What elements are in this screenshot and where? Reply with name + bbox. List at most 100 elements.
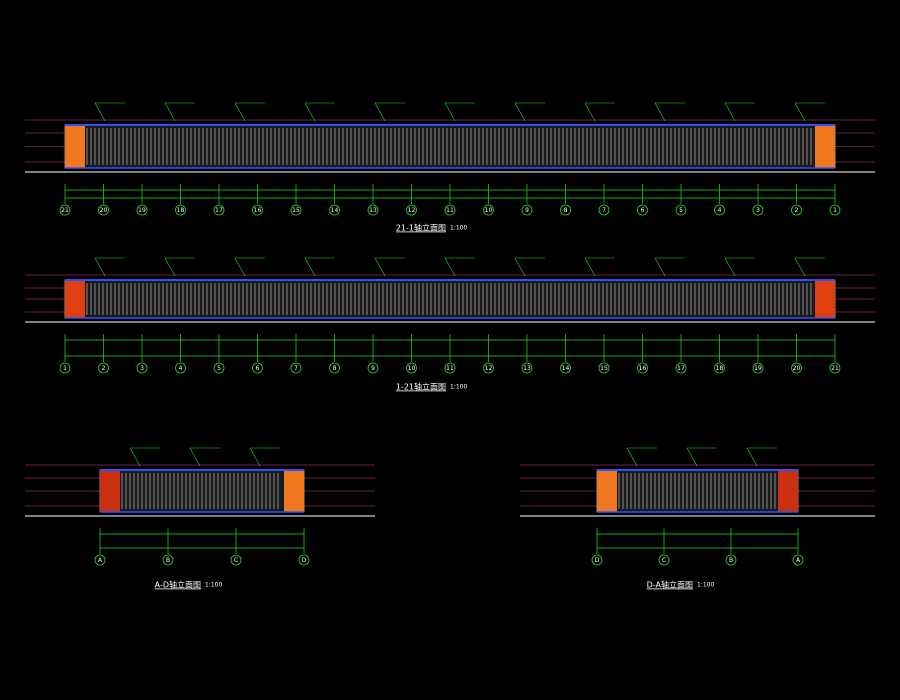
end-block [100, 470, 120, 512]
leader [626, 447, 638, 467]
axis-bubble [290, 204, 302, 216]
axis-label: 21 [831, 365, 839, 372]
axis-bubble [94, 554, 106, 566]
end-block [597, 470, 617, 512]
axis-label: 4 [179, 365, 183, 372]
axis-label: 14 [562, 365, 570, 372]
axis-label: 8 [333, 365, 337, 372]
leader [94, 257, 106, 277]
axis-bubble [252, 204, 263, 216]
axis-bubble [483, 362, 494, 374]
view-title: 1-21轴立面图 [396, 382, 446, 392]
axis-bubble [367, 204, 379, 216]
axis-label: 3 [140, 365, 144, 372]
axis-label: 2 [102, 365, 106, 372]
axis-label: 1 [833, 207, 837, 214]
leader [724, 102, 736, 122]
leader [304, 257, 316, 277]
leader [584, 102, 596, 122]
axis-label: 18 [716, 365, 724, 372]
axis-label: 17 [677, 365, 685, 372]
axis-label: 6 [256, 365, 260, 372]
axis-bubble [329, 362, 340, 374]
axis-bubble [213, 362, 225, 374]
axis-label: 10 [485, 207, 493, 214]
axis-label: 5 [217, 365, 221, 372]
axis-bubble [59, 362, 71, 374]
elevation-view: D C B A D-A轴立面图 1:100 [520, 447, 875, 590]
axis-label: 10 [408, 365, 416, 372]
axis-label: B [729, 557, 733, 564]
end-block [65, 125, 85, 168]
axis-label: 13 [523, 365, 531, 372]
axis-label: 19 [754, 365, 762, 372]
leader [654, 102, 666, 122]
axis-bubble [213, 204, 225, 216]
end-block [778, 470, 798, 512]
axis-bubble [59, 204, 71, 216]
axis-bubble [792, 554, 804, 566]
axis-bubble [162, 554, 174, 566]
leader [444, 257, 456, 277]
axis-bubble [752, 204, 764, 216]
leader [129, 447, 141, 467]
axis-bubble [406, 204, 417, 216]
axis-label: 12 [408, 207, 416, 214]
axis-label: 19 [138, 207, 146, 214]
axis-bubble [714, 362, 725, 374]
leader [724, 257, 736, 277]
axis-label: 21 [61, 207, 69, 214]
leader [304, 102, 316, 122]
axis-label: 11 [446, 207, 454, 214]
axis-label: 2 [795, 207, 799, 214]
axis-label: B [166, 557, 170, 564]
axis-label: 5 [679, 207, 683, 214]
axis-bubble [136, 204, 148, 216]
elevation-view: 21 20 19 18 17 16 15 14 13 12 11 10 9 8 7 6 5 4 3 2 121-1轴立面… [25, 102, 875, 233]
leader [746, 447, 758, 467]
axis-label: 7 [294, 365, 298, 372]
axis-bubble [483, 204, 494, 216]
axis-label: D [302, 557, 307, 564]
view-title: A-D轴立面图 [155, 580, 201, 590]
axis-bubble [752, 362, 764, 374]
axis-bubble [329, 204, 340, 216]
axis-label: C [234, 557, 238, 564]
axis-bubble [230, 554, 242, 566]
axis-bubble [444, 204, 456, 216]
leader [514, 257, 526, 277]
end-block [815, 125, 835, 168]
axis-label: D [595, 557, 600, 564]
axis-bubble [791, 204, 802, 216]
elevation-view: A B C D A-D轴立面图 1:100 [25, 447, 375, 590]
axis-label: 9 [525, 207, 529, 214]
view-scale: 1:100 [450, 225, 467, 232]
axis-bubble [98, 362, 109, 374]
view-scale: 1:100 [450, 384, 467, 391]
axis-label: 18 [177, 207, 185, 214]
axis-bubble [560, 362, 571, 374]
axis-bubble [290, 362, 302, 374]
axis-label: 3 [756, 207, 760, 214]
leader [794, 102, 806, 122]
end-block [284, 470, 304, 512]
end-block [815, 280, 835, 318]
axis-bubble [598, 204, 610, 216]
axis-bubble [521, 204, 533, 216]
axis-bubble [637, 362, 648, 374]
axis-bubble [136, 362, 148, 374]
leader [189, 447, 201, 467]
axis-label: 15 [600, 365, 608, 372]
view-title: 21-1轴立面图 [396, 223, 446, 233]
leader [686, 447, 698, 467]
elevation-view: 1 2 3 4 5 6 7 8 9 10 11 12 13 14 15 16 17 18 19 20 211-21轴立面… [25, 257, 875, 392]
axis-label: 17 [215, 207, 223, 214]
axis-label: 14 [331, 207, 339, 214]
axis-bubble [521, 362, 533, 374]
axis-bubble [675, 204, 687, 216]
leader [164, 102, 176, 122]
leader [164, 257, 176, 277]
axis-label: 1 [63, 365, 67, 372]
axis-bubble [406, 362, 417, 374]
